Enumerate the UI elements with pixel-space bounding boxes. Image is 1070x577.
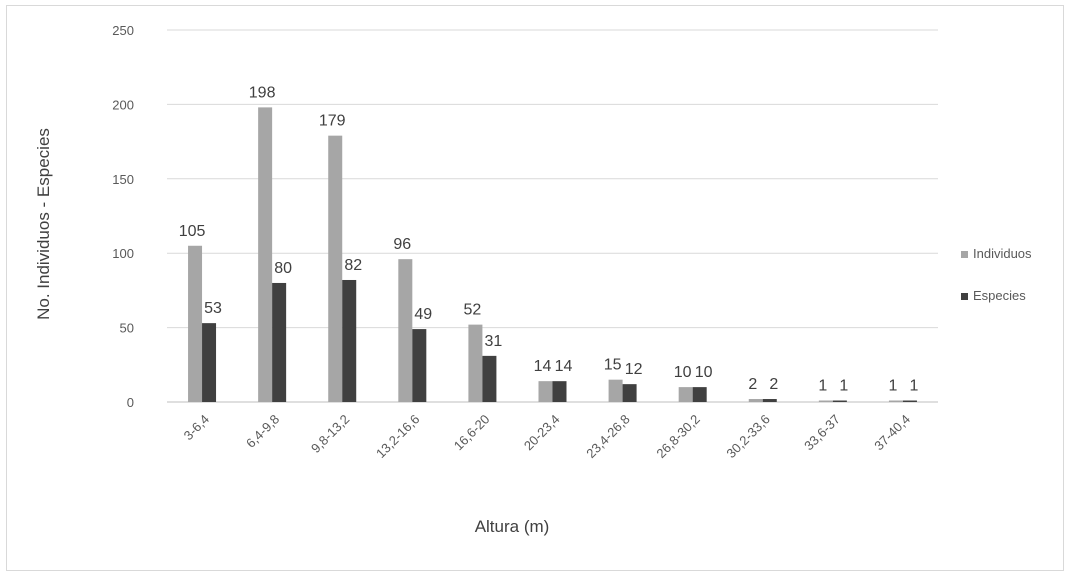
legend-label-especies: Especies: [973, 288, 1026, 303]
y-axis-title: No. Individuos - Especies: [34, 128, 53, 320]
bar-individuos-5: [538, 381, 553, 402]
data-label-especies-0: 53: [204, 300, 222, 317]
bar-individuos-3: [398, 259, 413, 402]
data-label-individuos-5: 14: [534, 358, 552, 375]
x-tick-label: 6,4-9,8: [243, 412, 282, 451]
data-label-especies-3: 49: [414, 306, 432, 323]
data-label-especies-2: 82: [344, 257, 362, 274]
y-tick-label: 150: [112, 172, 134, 187]
bar-especies-9: [832, 400, 847, 402]
data-label-individuos-2: 179: [319, 113, 346, 130]
data-label-individuos-6: 15: [604, 357, 622, 374]
data-label-individuos-8: 2: [748, 376, 757, 393]
data-label-especies-9: 1: [839, 378, 848, 395]
bar-individuos-0: [188, 245, 203, 402]
data-label-especies-6: 12: [625, 361, 643, 378]
data-label-especies-10: 1: [910, 378, 919, 395]
bar-especies-2: [342, 279, 357, 402]
bar-especies-5: [552, 381, 567, 402]
data-label-especies-1: 80: [274, 260, 292, 277]
data-label-individuos-4: 52: [464, 302, 482, 319]
x-tick-label: 37-40,4: [871, 412, 913, 454]
x-tick-label: 30,2-33,6: [723, 412, 772, 461]
bar-especies-1: [272, 282, 287, 402]
data-label-especies-8: 2: [769, 376, 778, 393]
legend-swatch-especies: [961, 293, 968, 300]
data-label-individuos-10: 1: [889, 378, 898, 395]
y-tick-label: 200: [112, 97, 134, 112]
bar-individuos-4: [468, 324, 483, 402]
bars: [188, 107, 917, 402]
x-tick-label: 20-23,4: [521, 412, 563, 454]
bar-individuos-10: [888, 400, 903, 402]
bar-especies-10: [902, 400, 917, 402]
data-label-individuos-1: 198: [249, 84, 276, 101]
x-tick-label: 16,6-20: [451, 412, 493, 454]
bar-especies-7: [692, 387, 707, 402]
legend-swatch-individuos: [961, 251, 968, 258]
data-label-individuos-0: 105: [179, 223, 206, 240]
y-tick-label: 100: [112, 246, 134, 261]
bar-individuos-1: [258, 107, 273, 402]
legend-label-individuos: Individuos: [973, 246, 1032, 261]
bar-especies-4: [482, 355, 497, 402]
y-tick-label: 0: [127, 395, 134, 410]
x-tick-label: 13,2-16,6: [373, 412, 422, 461]
bar-especies-0: [202, 323, 217, 402]
x-tick-label: 3-6,4: [181, 412, 213, 444]
y-axis-ticks: 0 50 100 150 200 250: [112, 23, 134, 410]
x-tick-label: 23,4-26,8: [583, 412, 632, 461]
chart-frame: 0 50 100 150 200 250 105 53 198 80 179 82 96 49 52 31 1…: [6, 5, 1064, 571]
x-tick-label: 26,8-30,2: [653, 412, 702, 461]
y-tick-label: 50: [120, 321, 134, 336]
y-tick-label: 250: [112, 23, 134, 38]
bar-individuos-7: [678, 387, 693, 402]
x-tick-label: 33,6-37: [801, 412, 843, 454]
data-label-individuos-9: 1: [818, 378, 827, 395]
x-axis-ticks: 3-6,4 6,4-9,8 9,8-13,2 13,2-16,6 16,6-20 20-2…: [181, 412, 913, 461]
bar-especies-3: [412, 329, 427, 402]
bar-individuos-8: [748, 399, 763, 402]
x-axis-title: Altura (m): [475, 517, 550, 536]
data-label-individuos-3: 96: [393, 236, 411, 253]
gridlines: [167, 29, 938, 403]
bar-especies-6: [622, 384, 637, 402]
bar-individuos-6: [608, 379, 623, 402]
legend: Individuos Especies: [961, 246, 1032, 303]
x-tick-label: 9,8-13,2: [308, 412, 352, 456]
bar-individuos-2: [328, 135, 343, 402]
data-label-individuos-7: 10: [674, 364, 692, 381]
data-label-especies-4: 31: [485, 333, 503, 350]
data-label-especies-5: 14: [555, 358, 573, 375]
data-label-especies-7: 10: [695, 364, 713, 381]
bar-individuos-9: [818, 400, 833, 402]
bar-especies-8: [762, 399, 777, 402]
